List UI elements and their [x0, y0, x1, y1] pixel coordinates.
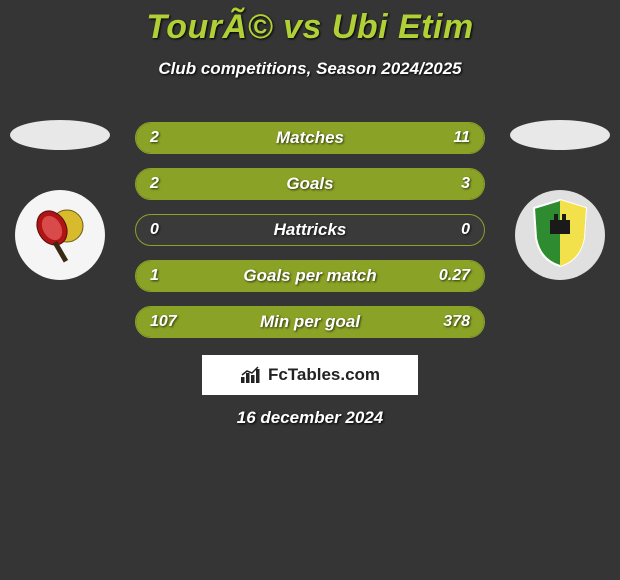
racket-ball-icon — [25, 198, 95, 273]
brand-text: FcTables.com — [268, 365, 380, 385]
right-player-column — [510, 120, 610, 280]
left-player-column — [10, 120, 110, 280]
stat-label: Goals — [286, 174, 333, 194]
stat-label: Min per goal — [260, 312, 360, 332]
stat-row: 2 Matches 11 — [135, 122, 485, 154]
page-title: TourÃ© vs Ubi Etim — [0, 0, 620, 47]
page-subtitle: Club competitions, Season 2024/2025 — [0, 59, 620, 79]
right-player-avatar — [510, 120, 610, 150]
stat-value-right: 0.27 — [439, 267, 470, 285]
stat-value-right: 0 — [461, 221, 470, 239]
stat-value-left: 2 — [150, 175, 159, 193]
stat-row: 0 Hattricks 0 — [135, 214, 485, 246]
stat-row: 2 Goals 3 — [135, 168, 485, 200]
brand-badge[interactable]: FcTables.com — [202, 355, 418, 395]
stat-value-right: 378 — [443, 313, 470, 331]
stats-container: 2 Matches 11 2 Goals 3 0 Hattricks 0 1 Goals per m… — [135, 122, 485, 338]
stat-row: 1 Goals per match 0.27 — [135, 260, 485, 292]
right-club-badge — [515, 190, 605, 280]
left-club-badge — [15, 190, 105, 280]
stat-label: Matches — [276, 128, 344, 148]
stat-value-right: 11 — [453, 129, 470, 147]
stat-value-right: 3 — [461, 175, 470, 193]
stat-value-left: 0 — [150, 221, 159, 239]
date-label: 16 december 2024 — [0, 408, 620, 428]
stat-fill-left — [136, 123, 190, 153]
stat-label: Goals per match — [243, 266, 376, 286]
shield-icon — [530, 198, 590, 273]
stat-value-left: 2 — [150, 129, 159, 147]
stat-value-left: 107 — [150, 313, 177, 331]
bar-chart-icon — [240, 366, 262, 384]
stat-value-left: 1 — [150, 267, 159, 285]
stat-label: Hattricks — [274, 220, 347, 240]
stat-row: 107 Min per goal 378 — [135, 306, 485, 338]
left-player-avatar — [10, 120, 110, 150]
